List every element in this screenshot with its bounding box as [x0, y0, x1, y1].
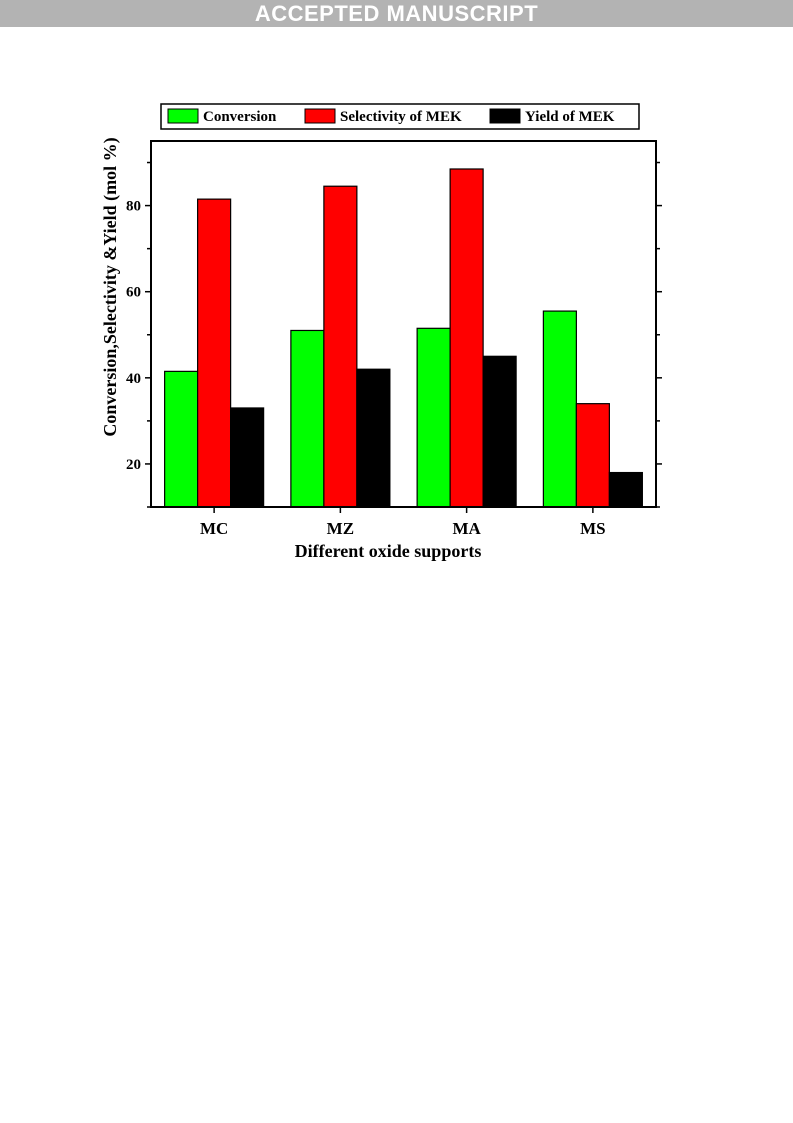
bar-ma-yield-of-mek	[482, 355, 517, 508]
bar-mz-selectivity-of-mek	[323, 185, 358, 508]
bar-ms-yield-of-mek	[608, 471, 643, 508]
x-tick-label-mc: MC	[200, 519, 228, 538]
x-tick-label-ms: MS	[580, 519, 606, 538]
x-tick-label-mz: MZ	[327, 519, 354, 538]
legend-box	[160, 103, 640, 130]
legend-swatch-1	[304, 108, 336, 124]
bar-mc-selectivity-of-mek	[197, 198, 232, 508]
y-tick-label-80: 80	[126, 199, 141, 215]
bar-mz-conversion	[290, 329, 325, 508]
y-tick-label-40: 40	[126, 371, 141, 387]
bar-mc-conversion	[164, 370, 199, 508]
x-axis-label: Different oxide supports	[295, 541, 482, 561]
plot-layer: MC MZ MA MS 20 40 60 80	[126, 140, 662, 538]
bar-mc-yield-of-mek	[230, 407, 265, 508]
y-tick-label-60: 60	[126, 285, 141, 301]
bar-chart: MC MZ MA MS 20 40 60 80 Conversion Selectivity o…	[100, 103, 662, 561]
y-tick-label-20: 20	[126, 457, 141, 473]
legend-label-1: Selectivity of MEK	[340, 109, 462, 125]
bar-ms-selectivity-of-mek	[575, 403, 610, 508]
plot-frame	[150, 140, 657, 508]
legend-swatch-0	[167, 108, 199, 124]
legend: Conversion Selectivity of MEK Yield of MEK	[160, 103, 640, 130]
bar-ma-selectivity-of-mek	[449, 168, 484, 508]
legend-label-0: Conversion	[203, 109, 277, 125]
bar-ms-conversion	[542, 310, 577, 508]
accepted-manuscript-banner: ACCEPTED MANUSCRIPT	[0, 0, 793, 27]
x-tick-label-ma: MA	[452, 519, 481, 538]
bar-mz-yield-of-mek	[356, 368, 391, 508]
legend-label-2: Yield of MEK	[525, 109, 615, 125]
y-axis-label: Conversion,Selectivity &Yield (mol %)	[100, 137, 121, 436]
bar-ma-conversion	[416, 327, 451, 508]
legend-swatch-2	[489, 108, 521, 124]
